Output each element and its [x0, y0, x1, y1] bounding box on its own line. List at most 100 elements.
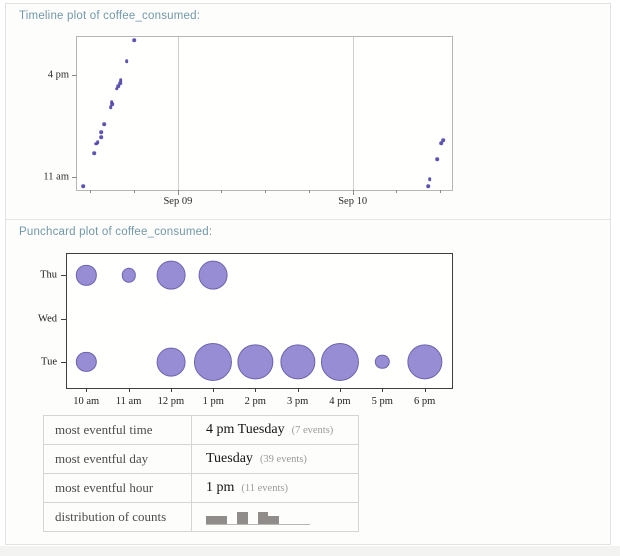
- timeline-x-tick: [440, 190, 442, 193]
- punchcard-bubble: [76, 351, 97, 373]
- table-row-value: 4 pm Tuesday (7 events): [192, 416, 358, 444]
- table-row: most eventful time 4 pm Tuesday (7 events): [44, 416, 358, 445]
- timeline-event-point: [114, 86, 119, 91]
- punchcard-hour-label: 6 pm: [414, 396, 436, 407]
- punchcard-hour-tick: [339, 388, 341, 392]
- timeline-event-point: [99, 135, 104, 139]
- timeline-plot: Sep 09 Sep 10 4 pm 11 am: [43, 36, 453, 207]
- punchcard-bubble: [279, 344, 316, 380]
- timeline-event-point: [99, 130, 103, 134]
- punchcard-bubble: [198, 260, 228, 290]
- timeline-x-label: Sep 09: [163, 196, 193, 207]
- sparkline-bar: [268, 516, 279, 524]
- timeline-x-tick: [265, 190, 267, 193]
- punchcard-day-label: Thu: [40, 269, 57, 281]
- table-value-note: (39 events): [259, 453, 307, 465]
- timeline-event-point: [81, 184, 85, 189]
- table-value-text: 1 pm: [206, 480, 235, 495]
- table-row-label: distribution of counts: [44, 503, 192, 531]
- punchcard-bubble: [237, 344, 273, 380]
- punchcard-hour-tick: [86, 388, 88, 392]
- event-stats-table: most eventful time 4 pm Tuesday (7 events)…: [43, 415, 359, 532]
- punchcard-hour-tick: [128, 388, 130, 392]
- table-value-text: 4 pm Tuesday: [206, 422, 285, 437]
- punchcard-hour-tick: [424, 388, 426, 392]
- timeline-x-label: Sep 10: [338, 196, 368, 207]
- table-row-label: most eventful hour: [44, 474, 192, 502]
- timeline-event-point: [108, 105, 113, 109]
- timeline-event-point: [119, 78, 123, 83]
- table-row: most eventful hour 1 pm (11 events): [44, 474, 358, 503]
- timeline-event-point: [102, 122, 107, 127]
- timeline-event-point: [92, 151, 97, 155]
- timeline-event-point: [109, 100, 114, 104]
- table-value-note: (7 events): [291, 424, 334, 436]
- timeline-x-tick: [134, 190, 135, 193]
- punchcard-hour-label: 5 pm: [371, 396, 393, 407]
- timeline-y-tick: [72, 176, 77, 178]
- timeline-day-gridline: [177, 37, 179, 190]
- sparkline-bar: [237, 512, 248, 524]
- punchcard-day-tick: [61, 362, 67, 363]
- timeline-event-point: [439, 141, 443, 146]
- punchcard-plot: Thu Wed Tue 10 am 11 am 12 pm 1 pm 2 pm 3 pm 4 pm…: [38, 253, 453, 407]
- section-divider: [6, 219, 610, 220]
- punchcard-hour-tick: [297, 388, 299, 392]
- punchcard-bubble: [156, 347, 186, 377]
- punchcard-hour-tick: [170, 388, 172, 392]
- timeline-x-tick: [309, 190, 311, 193]
- table-row-label: most eventful day: [44, 445, 192, 473]
- counts-distribution-sparkline: [206, 510, 310, 525]
- table-row-value: 1 pm (11 events): [192, 474, 358, 502]
- timeline-y-label: 4 pm: [47, 69, 69, 81]
- timeline-y-tick: [72, 74, 77, 76]
- punchcard-day-label: Wed: [38, 313, 57, 325]
- punchcard-hour-label: 4 pm: [329, 396, 351, 407]
- punchcard-bubble: [156, 260, 186, 290]
- page-footer-strip: [0, 546, 620, 556]
- timeline-y-label: 11 am: [43, 171, 69, 183]
- timeline-section-title: Timeline plot of coffee_consumed:: [19, 10, 201, 22]
- timeline-day-gridline: [352, 37, 354, 190]
- sparkline-bar: [216, 516, 227, 524]
- punchcard-hour-label: 1 pm: [202, 396, 224, 407]
- table-row-label: most eventful time: [44, 416, 192, 444]
- timeline-x-tick: [90, 190, 92, 193]
- punchcard-hour-label: 11 am: [115, 396, 142, 407]
- punchcard-hour-label: 2 pm: [244, 396, 266, 407]
- punchcard-day-tick: [61, 275, 67, 277]
- punchcard-bubble: [320, 342, 359, 382]
- timeline-event-point: [426, 184, 430, 188]
- punchcard-day-label: Tue: [41, 356, 57, 368]
- timeline-event-point: [125, 59, 129, 64]
- timeline-event-point: [116, 84, 121, 89]
- sparkline-bar: [206, 516, 217, 524]
- timeline-x-tick: [221, 190, 223, 193]
- table-row: distribution of counts: [44, 503, 358, 531]
- punchcard-bubble: [121, 268, 136, 283]
- punchcard-hour-label: 3 pm: [286, 396, 309, 407]
- timeline-x-tick: [396, 190, 398, 193]
- timeline-event-point: [428, 177, 432, 181]
- timeline-x-tick: [177, 190, 179, 195]
- table-row: most eventful day Tuesday (39 events): [44, 445, 358, 474]
- timeline-event-point: [95, 140, 100, 144]
- punchcard-section-title: Punchcard plot of coffee_consumed:: [19, 226, 213, 238]
- punchcard-bubble: [76, 265, 97, 286]
- table-row-value: [192, 503, 358, 531]
- table-row-value: Tuesday (39 events): [192, 445, 358, 473]
- timeline-event-point: [110, 102, 115, 106]
- table-value-note: (11 events): [241, 482, 288, 494]
- punchcard-day-tick: [61, 319, 67, 321]
- timeline-event-point: [441, 138, 445, 143]
- punchcard-hour-tick: [255, 388, 257, 392]
- punchcard-bubble: [375, 354, 390, 370]
- sparkline-bar: [257, 512, 269, 524]
- punchcard-hour-tick: [213, 388, 215, 392]
- punchcard-hour-label: 10 am: [73, 396, 100, 407]
- punchcard-hour-label: 12 pm: [157, 396, 185, 407]
- timeline-x-tick: [352, 190, 354, 195]
- timeline-event-point: [132, 38, 137, 43]
- timeline-event-point: [118, 81, 122, 85]
